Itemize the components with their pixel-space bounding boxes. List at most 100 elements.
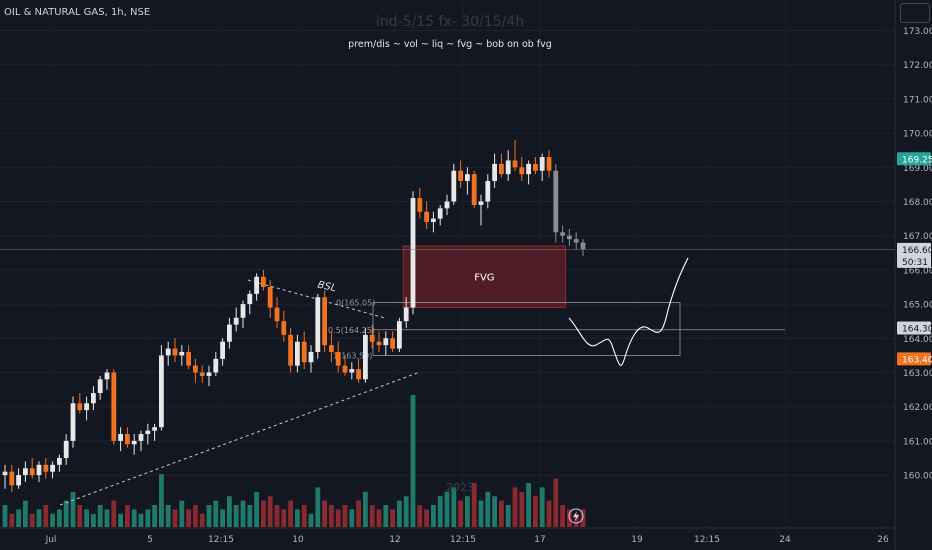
volume-bar (485, 491, 491, 527)
candle-body (499, 163, 504, 175)
candle-body (267, 287, 273, 308)
price-tag-last (897, 242, 931, 256)
volume-bar (499, 500, 504, 527)
volume-bar (573, 513, 579, 527)
candle-body (111, 372, 117, 441)
volume-bar (206, 505, 212, 527)
volume-bar (349, 509, 355, 527)
volume-bar (23, 500, 28, 527)
volume-bar (335, 509, 341, 527)
candle-body (573, 239, 579, 243)
volume-bar (308, 513, 314, 527)
candle-body (553, 170, 559, 233)
candle-body (410, 198, 416, 308)
candle-body (437, 208, 443, 219)
price-tick-label: 172.00 (903, 61, 932, 71)
candle-body (478, 201, 484, 205)
price-tick-label: 166.00 (903, 266, 932, 276)
time-tick-label: 12:15 (208, 535, 234, 545)
candle-body (471, 174, 477, 205)
candle-body (36, 464, 42, 476)
candle-body (363, 334, 368, 380)
time-axis[interactable]: Jul 5 12:15 10 12 12:15 17 19 12:15 24 26 (45, 535, 889, 545)
fib-box (372, 301, 681, 356)
price-axis[interactable]: 173.00 172.00 171.00 170.00 169.00 168.00 167.… (903, 27, 932, 482)
time-tick-label: 12:15 (450, 535, 476, 545)
drawings[interactable]: FVG 0(165.05) 0.5(164.25) 1(163.50) BSL (59, 245, 785, 506)
volume-bar (505, 505, 511, 527)
price-tag-label: 164.30 (902, 325, 932, 335)
lightning-icon-ring (568, 508, 584, 524)
volume-bar (254, 491, 259, 527)
volume-bar (533, 496, 538, 527)
volume-bar (342, 505, 348, 527)
candle-body (301, 341, 307, 363)
volume-bar (363, 491, 368, 527)
square-icon[interactable] (900, 3, 930, 23)
indicator-legend[interactable]: prem/dis ~ vol ~ liq ~ fvg ~ bob on ob f… (348, 39, 552, 50)
price-tag-current (897, 152, 931, 166)
volume-bar (63, 500, 69, 527)
volume-bar (36, 509, 42, 527)
overlays (0, 249, 895, 524)
candle-body (403, 307, 409, 322)
candle-body (152, 427, 157, 431)
candle-body (193, 365, 198, 373)
volume-bar (165, 505, 171, 527)
volume-bar (70, 491, 76, 527)
time-tick-label: 12 (389, 535, 400, 545)
volume-bar (111, 500, 117, 527)
candle-body (104, 372, 110, 380)
candle-body (247, 293, 253, 305)
candle-body (567, 235, 572, 240)
volume-bar (315, 487, 321, 527)
candle-body (138, 434, 144, 441)
volume-bar (376, 509, 382, 527)
candle-body (16, 475, 21, 486)
price-tick-label: 171.00 (903, 95, 932, 105)
volume-bar (403, 496, 409, 527)
candle-body (2, 471, 8, 476)
price-tick-label: 173.00 (903, 27, 932, 37)
volume-bar (247, 505, 253, 527)
candle-body (233, 317, 239, 325)
volume-bar (9, 513, 15, 527)
candle-body (199, 372, 205, 376)
volume-bar (2, 505, 8, 527)
volume-bar (410, 395, 416, 527)
volume-bar (397, 500, 402, 527)
volume-bar (281, 509, 287, 527)
volume-bar (29, 513, 35, 527)
candle-body (369, 334, 375, 342)
candle-body (165, 348, 171, 356)
volume-bar (369, 505, 375, 527)
candle-body (206, 372, 212, 376)
volume-bar (295, 509, 300, 527)
candle-body (397, 321, 402, 349)
volume-bar (546, 500, 552, 527)
candle-body (505, 160, 511, 175)
volume-bar (519, 491, 525, 527)
price-tick-label: 163.00 (903, 369, 932, 379)
time-tick-label: 12:15 (694, 535, 720, 545)
volume-bar (145, 509, 151, 527)
time-tick-label: 10 (292, 535, 304, 545)
volume-bar (199, 513, 205, 527)
candle-body (533, 163, 538, 171)
price-tick-label: 169.00 (903, 164, 932, 174)
volume-bar (322, 500, 327, 527)
candle-body (70, 403, 76, 441)
candle-body (50, 464, 55, 472)
bsl-label: BSL (317, 280, 338, 295)
volume-bar (444, 491, 450, 527)
price-tick-label: 167.00 (903, 232, 932, 242)
price-tag-label: 50:31 (902, 258, 928, 268)
candle-body (560, 232, 565, 236)
volume-bar (431, 505, 436, 527)
volume-bar (179, 500, 185, 527)
volume-bars: 2023 (2, 395, 586, 527)
candle-body (220, 341, 225, 359)
volume-bar (138, 513, 144, 527)
candle-body (546, 157, 552, 171)
